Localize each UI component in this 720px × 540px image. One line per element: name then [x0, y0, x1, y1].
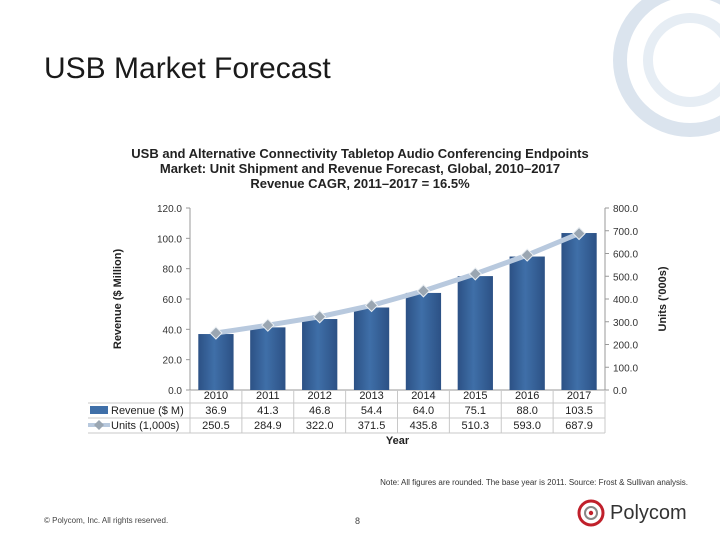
- x-tick-label: 2014: [411, 390, 435, 402]
- revenue-bar: [353, 307, 390, 390]
- y2-tick-label: 400.0: [613, 295, 638, 306]
- logo-text: Polycom: [610, 501, 687, 524]
- y-tick-label: 20.0: [163, 356, 183, 367]
- revenue-bar: [250, 327, 286, 390]
- revenue-data-label: 36.9: [205, 405, 226, 417]
- polycom-logo-icon: [577, 499, 605, 527]
- units-data-label: 510.3: [462, 420, 490, 432]
- y-tick-label: 80.0: [163, 265, 183, 276]
- y2-axis-title: Units ('000s): [657, 266, 669, 331]
- y2-tick-label: 700.0: [613, 227, 638, 238]
- x-axis-title: Year: [386, 435, 410, 447]
- x-tick-label: 2011: [256, 390, 280, 402]
- legend-swatch-units-marker: [94, 420, 104, 430]
- units-point: [312, 310, 327, 324]
- units-point: [416, 284, 431, 298]
- decor-arc-inner: [643, 13, 720, 107]
- y2-tick-label: 500.0: [613, 272, 638, 283]
- y2-tick-label: 0.0: [613, 386, 627, 397]
- x-tick-label: 2013: [359, 390, 383, 402]
- units-point: [572, 226, 586, 241]
- revenue-data-label: 46.8: [309, 405, 330, 417]
- units-data-label: 371.5: [358, 420, 386, 432]
- copyright-text: © Polycom, Inc. All rights reserved.: [44, 516, 169, 525]
- units-data-label: 322.0: [306, 420, 334, 432]
- revenue-bar: [457, 276, 493, 390]
- page-number: 8: [355, 516, 361, 526]
- source-note: Note: All figures are rounded. The base …: [380, 478, 688, 487]
- chart-title-line: Market: Unit Shipment and Revenue Foreca…: [159, 161, 561, 176]
- revenue-data-label: 75.1: [465, 405, 486, 417]
- legend-swatch-revenue: [90, 406, 108, 414]
- units-data-label: 593.0: [513, 420, 541, 432]
- chart-title-line: Revenue CAGR, 2011–2017 = 16.5%: [250, 176, 470, 191]
- revenue-data-label: 41.3: [257, 405, 278, 417]
- x-tick-label: 2012: [307, 390, 331, 402]
- units-point: [261, 318, 275, 332]
- units-data-label: 435.8: [410, 420, 438, 432]
- slide-title: USB Market Forecast: [44, 52, 331, 85]
- decor-arc-outer: [613, 0, 720, 137]
- y2-tick-label: 800.0: [613, 204, 638, 215]
- units-data-label: 284.9: [254, 420, 282, 432]
- y2-tick-label: 100.0: [613, 363, 638, 374]
- units-data-label: 250.5: [202, 420, 230, 432]
- legend-label-units: Units (1,000s): [111, 420, 179, 432]
- chart-title-line: USB and Alternative Connectivity Tableto…: [131, 146, 589, 161]
- units-point: [209, 326, 223, 340]
- y2-tick-label: 200.0: [613, 341, 638, 352]
- units-data-label: 687.9: [565, 420, 593, 432]
- y-tick-label: 0.0: [168, 386, 182, 397]
- x-tick-label: 2016: [515, 390, 539, 402]
- revenue-bar: [302, 319, 338, 390]
- revenue-data-label: 54.4: [361, 405, 382, 417]
- revenue-bar: [405, 292, 442, 390]
- revenue-bar: [198, 334, 234, 390]
- y-tick-label: 60.0: [163, 295, 183, 306]
- revenue-data-label: 88.0: [516, 405, 537, 417]
- y-tick-label: 120.0: [157, 204, 182, 215]
- units-point: [520, 248, 534, 262]
- legend-label-revenue: Revenue ($ M): [111, 405, 184, 417]
- y-axis-title: Revenue ($ Million): [112, 249, 124, 350]
- units-line: [215, 231, 581, 336]
- units-point: [468, 267, 483, 281]
- revenue-bar: [509, 256, 545, 390]
- revenue-data-label: 64.0: [413, 405, 434, 417]
- units-point: [364, 298, 379, 313]
- y2-tick-label: 600.0: [613, 250, 638, 261]
- x-tick-label: 2017: [567, 390, 591, 402]
- x-tick-label: 2015: [463, 390, 487, 402]
- x-tick-label: 2010: [204, 390, 228, 402]
- revenue-data-label: 103.5: [565, 405, 593, 417]
- y-tick-label: 100.0: [157, 234, 182, 245]
- y2-tick-label: 300.0: [613, 318, 638, 329]
- revenue-bar: [561, 233, 597, 390]
- polycom-logo: Polycom: [576, 498, 687, 528]
- y-tick-label: 40.0: [163, 325, 183, 336]
- chart-title: USB and Alternative Connectivity Tableto…: [110, 146, 610, 191]
